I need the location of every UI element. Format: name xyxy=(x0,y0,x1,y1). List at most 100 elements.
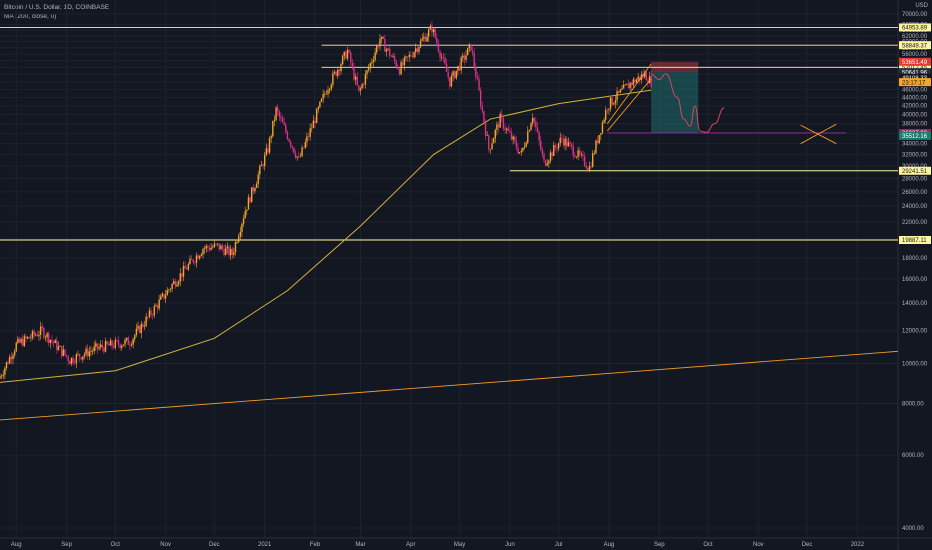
candle-body xyxy=(242,218,245,224)
candle-body xyxy=(229,248,232,256)
candle-body xyxy=(377,45,380,47)
price-tag-label-bg xyxy=(899,78,931,87)
candle-body xyxy=(361,84,363,89)
candle-body xyxy=(575,156,578,158)
candle-body xyxy=(418,47,420,52)
candle-body xyxy=(561,137,563,139)
candle-body xyxy=(200,254,203,256)
candle-body xyxy=(450,76,453,87)
take-profit-zone xyxy=(651,72,699,133)
candle-body xyxy=(83,354,86,357)
candle-body xyxy=(275,107,277,120)
candle-body xyxy=(280,116,282,119)
candle-body xyxy=(174,281,177,287)
candle-body xyxy=(556,147,558,149)
candle-body xyxy=(98,347,100,349)
x-tick-label: Apr xyxy=(406,542,415,548)
candle-body xyxy=(390,56,393,57)
candle-body xyxy=(103,347,105,352)
y-tick-label: 6000.00 xyxy=(902,453,924,459)
candle-body xyxy=(69,361,71,364)
candle-body xyxy=(166,290,168,296)
y-tick-label: 18000.00 xyxy=(902,256,928,262)
candle-body xyxy=(319,101,321,108)
candle-body xyxy=(557,143,560,149)
candle-body xyxy=(496,124,498,130)
y-tick-label: 10000.00 xyxy=(902,361,928,367)
candle-body xyxy=(327,90,329,94)
candle-body xyxy=(254,188,256,192)
candle-body xyxy=(315,109,318,123)
candle-body xyxy=(153,306,155,316)
candle-body xyxy=(384,38,386,52)
candle-body xyxy=(197,255,199,259)
candle-body xyxy=(471,50,474,53)
candle-body xyxy=(182,266,185,277)
candle-body xyxy=(281,118,284,123)
candle-body xyxy=(564,138,566,146)
candle-body xyxy=(67,356,69,362)
candle-body xyxy=(194,262,196,264)
candle-body xyxy=(221,245,224,249)
candle-body xyxy=(408,54,410,57)
candle-body xyxy=(31,331,34,338)
candle-body xyxy=(112,346,115,348)
candle-body xyxy=(431,25,433,33)
candle-body xyxy=(129,344,131,346)
candle-body xyxy=(147,316,149,318)
candle-body xyxy=(533,117,535,122)
candle-body xyxy=(376,45,378,53)
candle-body xyxy=(195,255,198,263)
candle-body xyxy=(380,36,383,40)
level-price-label: 29241.51 xyxy=(902,169,928,175)
y-tick-label: 28000.00 xyxy=(902,177,928,183)
candle-body xyxy=(247,197,250,210)
candle-body xyxy=(62,349,65,356)
candle-body xyxy=(145,316,147,326)
y-tick-label: 12000.00 xyxy=(902,329,928,335)
candle-body xyxy=(2,374,4,377)
indicator-legend[interactable]: MA (200, close, 0) xyxy=(4,13,57,20)
candle-body xyxy=(168,289,170,291)
candle-body xyxy=(577,150,579,157)
y-tick-label: 8000.00 xyxy=(902,402,924,408)
candle-body xyxy=(59,346,61,347)
candle-body xyxy=(463,55,466,60)
candle-body xyxy=(317,107,319,110)
candle-body xyxy=(250,187,253,203)
candle-body xyxy=(590,166,592,167)
candle-body xyxy=(212,246,214,248)
candle-body xyxy=(444,57,446,64)
candle-body xyxy=(187,264,190,270)
level-price-label-bg xyxy=(899,166,931,175)
candle-body xyxy=(582,154,584,156)
candle-body xyxy=(324,93,326,95)
candle-body xyxy=(335,71,337,76)
candle-body xyxy=(304,142,306,148)
candle-body xyxy=(38,334,40,337)
y-tick-label: 16000.00 xyxy=(902,277,928,283)
chart-title: Bitcoin / U.S. Dollar, 1D, COINBASE xyxy=(4,4,110,11)
candle-body xyxy=(402,62,404,66)
candle-body xyxy=(265,148,268,155)
candle-body xyxy=(82,356,84,360)
candle-body xyxy=(95,343,97,347)
candle-body xyxy=(491,143,493,150)
candle-body xyxy=(64,349,66,355)
currency-label: USD xyxy=(915,3,928,9)
candle-body xyxy=(73,362,76,364)
candle-body xyxy=(125,337,128,340)
candle-body xyxy=(611,97,613,105)
candle-body xyxy=(468,44,470,48)
candle-body xyxy=(241,223,243,232)
x-tick-label: 2021 xyxy=(258,542,272,548)
candle-body xyxy=(583,155,586,166)
candle-body xyxy=(413,52,415,57)
candle-body xyxy=(398,69,401,75)
candle-body xyxy=(403,57,406,66)
y-tick-label: 62000.00 xyxy=(902,34,928,40)
candle-body xyxy=(51,339,53,342)
candle-body xyxy=(395,61,397,67)
x-tick-label: Dec xyxy=(802,542,813,548)
